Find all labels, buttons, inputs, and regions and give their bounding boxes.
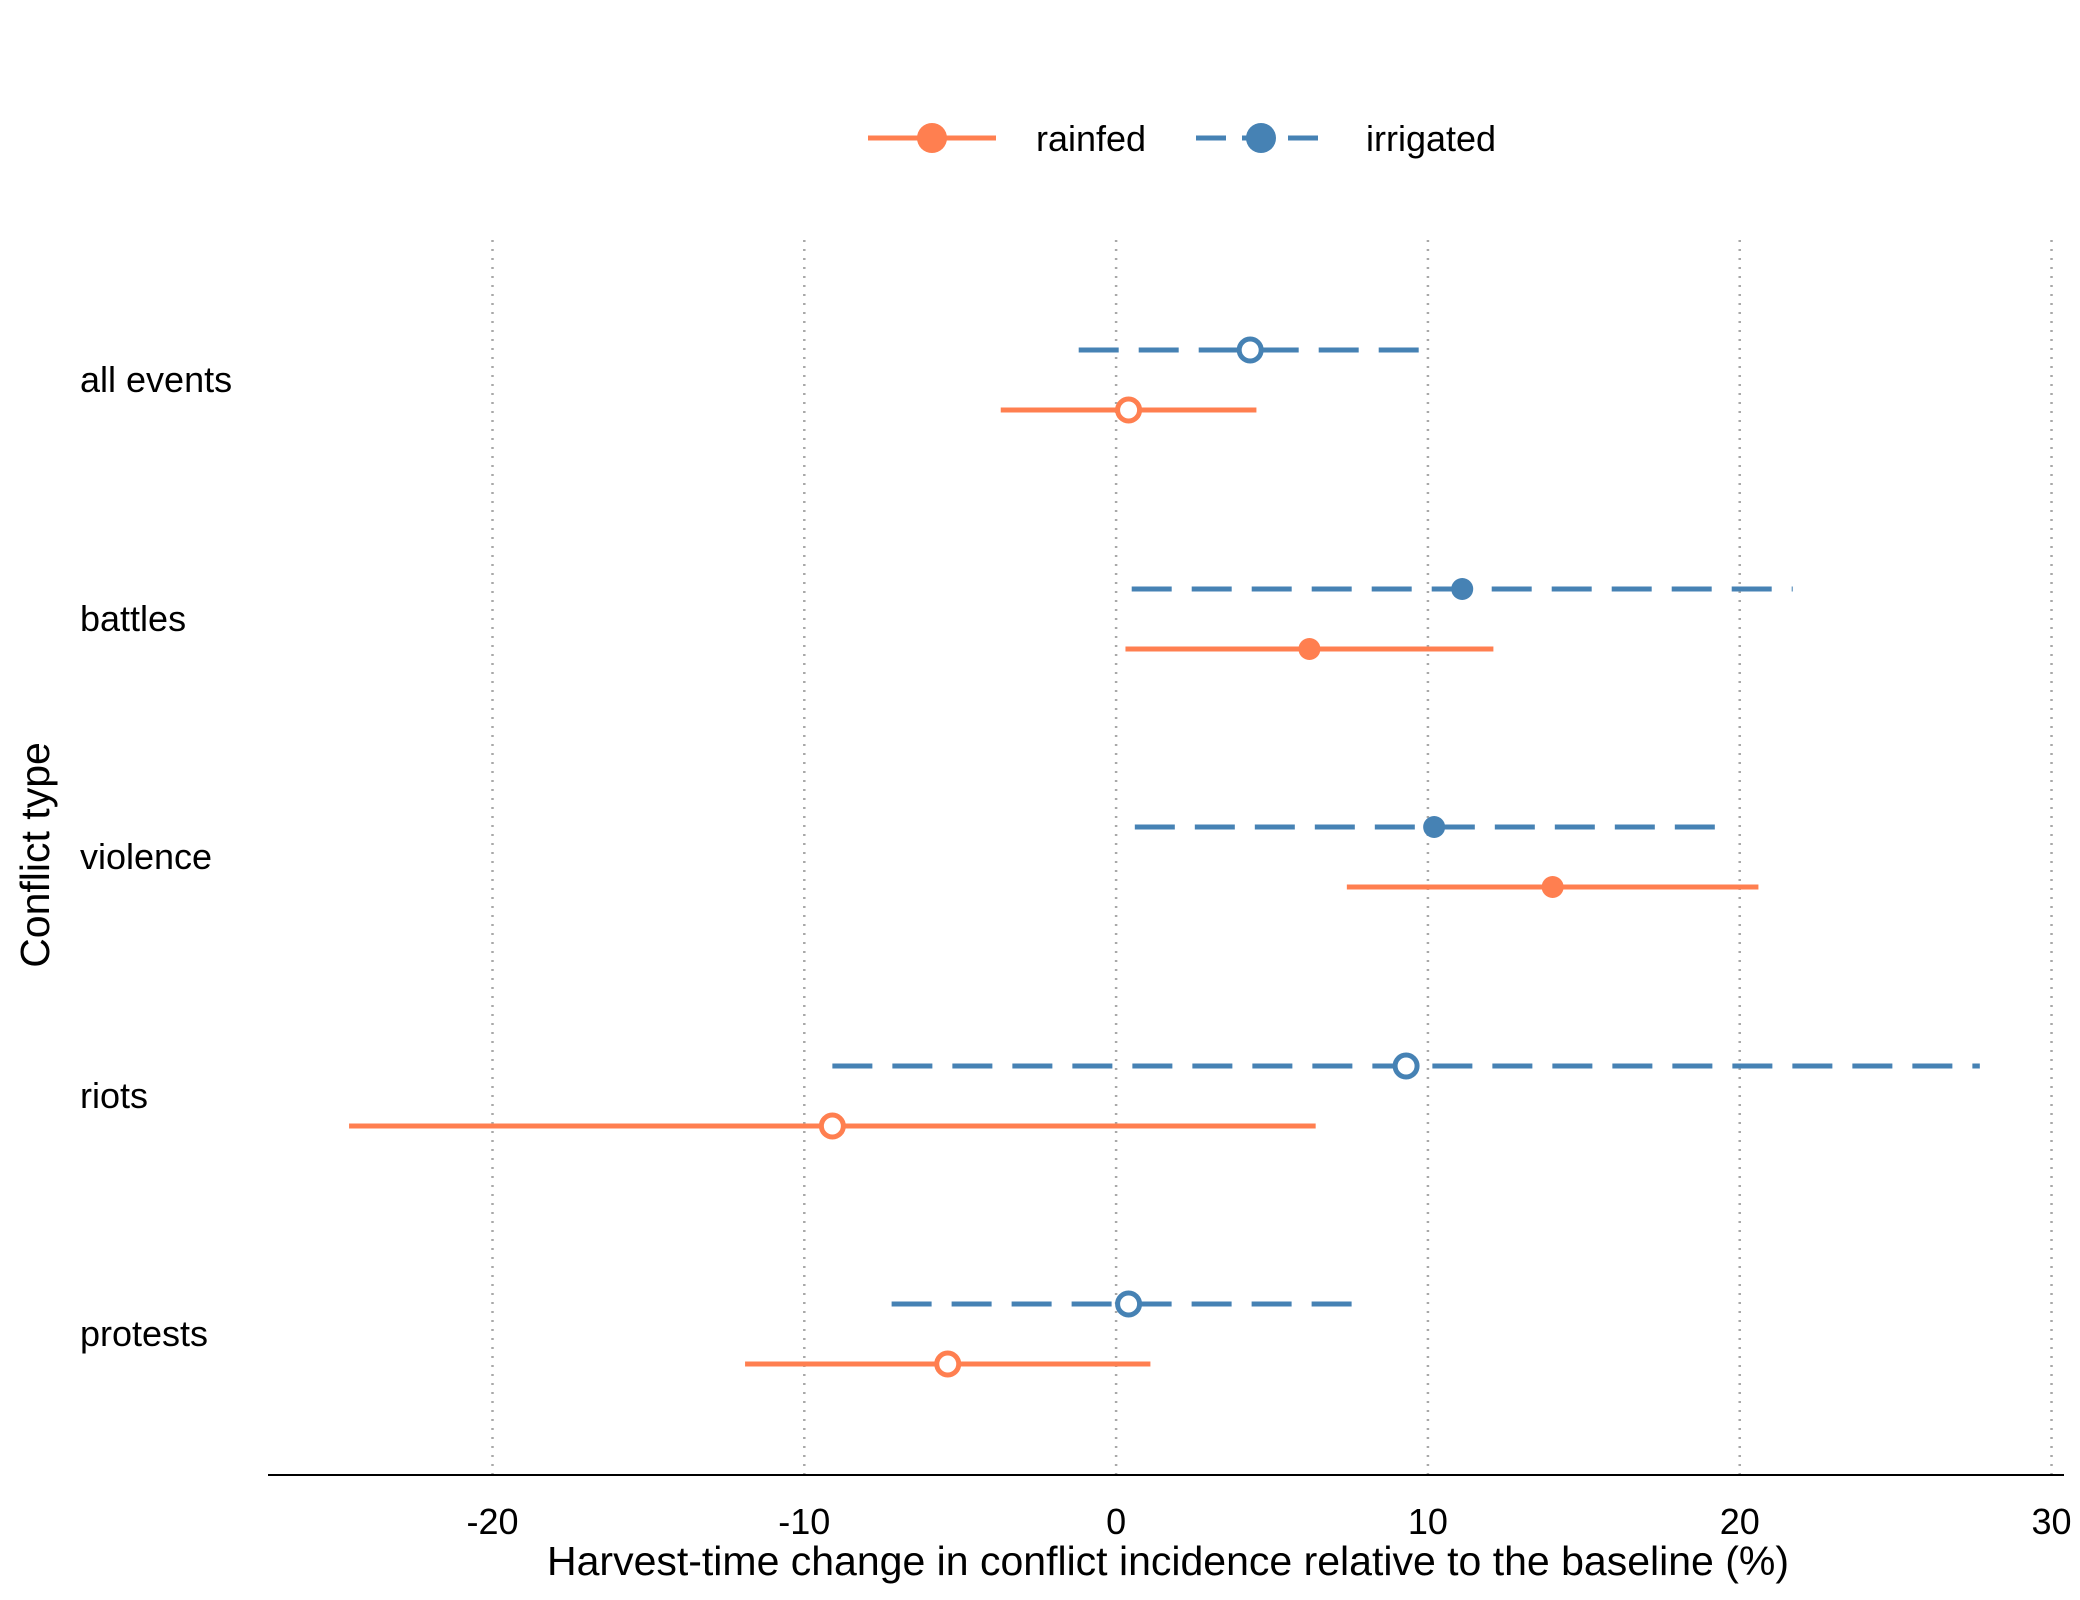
category-labels: all events battles violence riots protests [80,359,232,1354]
data-marks [349,336,1980,1378]
point-estimate [1392,1052,1420,1080]
point-estimate [1115,396,1143,424]
series-rainfed [349,396,1759,1378]
legend-marker-irrigated [1246,123,1276,153]
point-estimate [934,1350,962,1378]
legend-item-irrigated: irrigated [1196,118,1496,159]
grid-lines [491,240,2053,1475]
x-axis-title: Harvest-time change in conflict incidenc… [547,1538,1789,1584]
category-label: riots [80,1075,148,1116]
point-estimate [1451,578,1474,600]
legend-label-rainfed: rainfed [1036,118,1146,159]
x-tick-label: 30 [2032,1501,2072,1542]
series-irrigated [832,336,1980,1318]
point-estimate [1541,876,1564,898]
point-estimate [818,1112,846,1140]
x-axis-ticks: -20 -10 0 10 20 30 [466,1501,2071,1542]
y-axis-title: Conflict type [12,742,58,968]
x-tick-label: -20 [466,1501,518,1542]
legend-marker-rainfed [917,123,947,153]
legend-label-irrigated: irrigated [1366,118,1496,159]
x-tick-label: 20 [1720,1501,1760,1542]
x-tick-label: 10 [1408,1501,1448,1542]
x-tick-label: 0 [1106,1501,1126,1542]
category-label: violence [80,836,212,877]
x-tick-label: -10 [778,1501,830,1542]
legend-item-rainfed: rainfed [868,118,1146,159]
category-label: all events [80,359,232,400]
legend: rainfed irrigated [868,118,1496,159]
point-estimate [1423,816,1446,838]
category-label: battles [80,598,186,639]
point-estimate [1115,1290,1143,1318]
point-estimate [1298,638,1321,660]
point-estimate [1236,336,1264,364]
category-label: protests [80,1313,208,1354]
